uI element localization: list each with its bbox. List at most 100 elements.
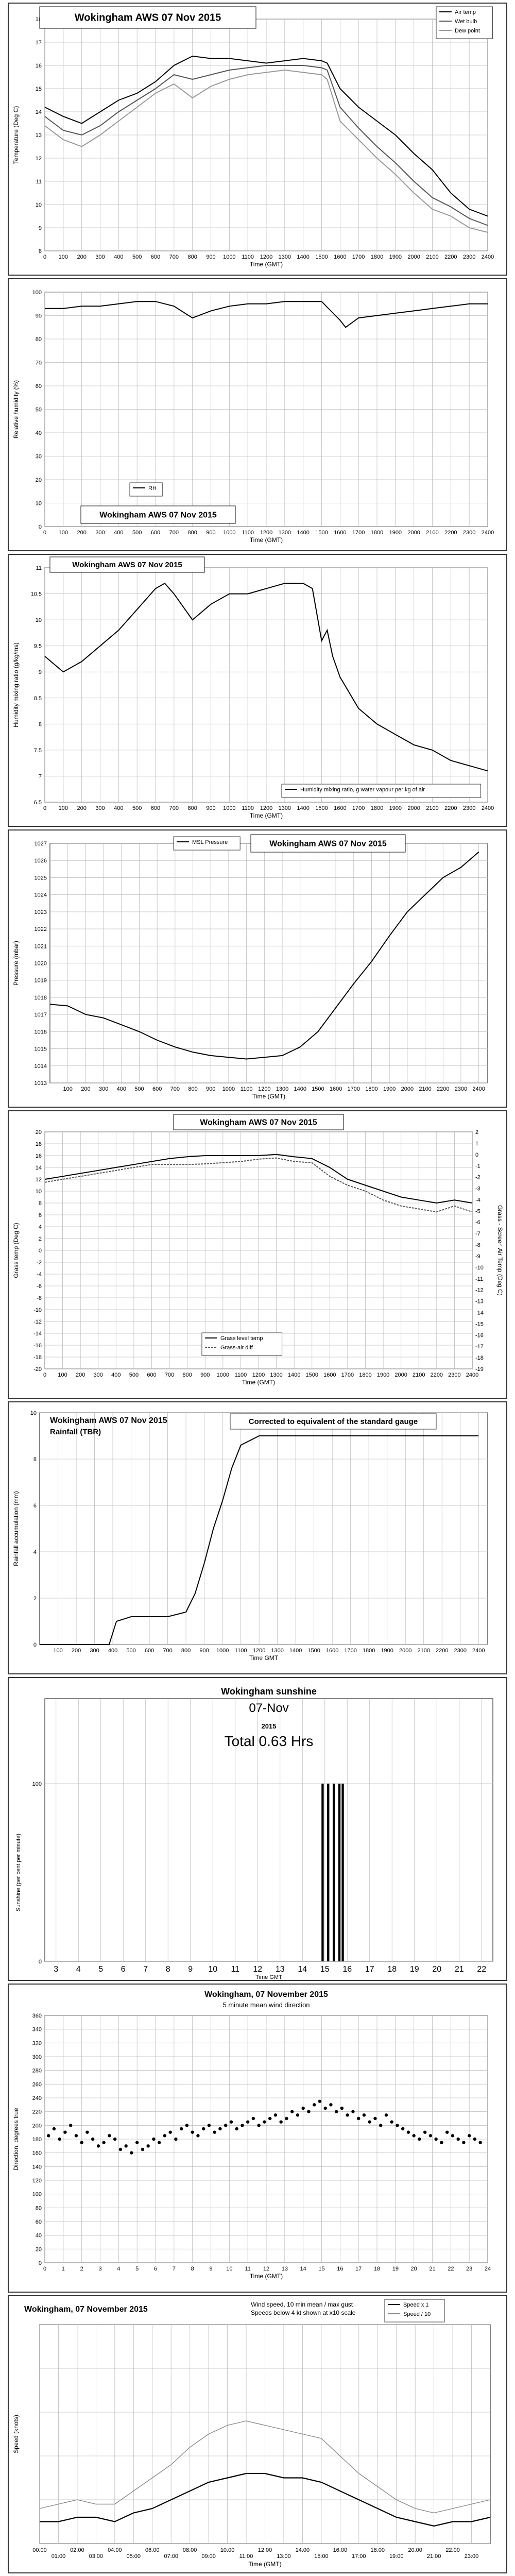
y-tick-label: 9 [39,669,42,675]
direction-point [257,2124,261,2127]
x-axis-label: Time (GMT) [248,2561,281,2568]
y-tick-label: 9 [39,225,42,231]
y-tick-label: -18 [33,1354,42,1361]
x-tick-label: 16 [337,2266,343,2272]
y-axis-label: Relative humidity (%) [12,380,20,438]
y-tick-label: 7 [39,773,42,779]
mixing-ratio-chart: 6.5 7 7.5 8 8.5 9 9.5 10 10.5 11 0 100 200 300 400 500 6… [8,554,507,827]
direction-point [290,2110,294,2113]
x-tick-label: 1500 [307,1648,320,1654]
x-tick-label: 1400 [289,1648,302,1654]
x-tick-label: 1500 [315,530,328,536]
direction-point [296,2113,300,2117]
y-axis-label: Grass temp (Deg C) [12,1223,20,1278]
x-tick-label: 17:00 [352,2553,366,2560]
direction-point [135,2141,139,2144]
x-tick-label: 0 [43,805,46,811]
x-tick-label: 1300 [276,1086,288,1092]
y-tick-label: 1020 [35,961,47,967]
x-tick-label: 1400 [297,254,309,260]
x-tick-label: 100 [58,1372,67,1378]
y-tick-label: 0 [39,1248,42,1254]
direction-point [434,2137,438,2141]
x-tick-label: 1200 [260,254,272,260]
x-tick-label: 2000 [401,1086,414,1092]
direction-point [340,2106,344,2110]
x-tick-label: 21:00 [427,2553,441,2560]
y-tick-label: 1024 [35,892,47,899]
y-right-tick-label: -18 [475,1355,484,1361]
x-tick-label: 700 [163,1648,172,1654]
x-tick-label: 200 [77,530,86,536]
x-tick-label: 1300 [279,254,291,260]
direction-point [80,2141,83,2144]
y-right-tick-label: -4 [475,1197,480,1203]
y-tick-label: 12 [36,1177,42,1183]
x-tick-label: 1900 [383,1086,396,1092]
y-tick-label: 120 [32,2178,42,2184]
y-tick-label: 1027 [35,841,47,847]
x-tick-label: 700 [165,1372,174,1378]
x-tick-label: 200 [76,1372,85,1378]
direction-point [373,2116,377,2121]
direction-point [467,2134,471,2138]
x-tick-label: 16:00 [333,2547,348,2553]
x-tick-label: 4 [76,1965,81,1974]
y-tick-label: 1018 [35,995,47,1001]
x-tick-label: 2300 [448,1372,460,1378]
direction-point [63,2130,67,2134]
pressure-chart: 1013 1014 1015 1016 1017 1018 1019 1020 1021 1022… [8,829,507,1108]
x-tick-label: 6 [121,1965,126,1974]
y-tick-label: 1021 [35,943,47,950]
direction-point [473,2137,477,2141]
y-tick-label: -10 [33,1307,42,1313]
direction-point [356,2116,360,2121]
y-tick-label: 1014 [35,1063,47,1070]
y-tick-label: 100 [32,290,42,296]
y-tick-label: -14 [33,1331,42,1337]
x-tick-label: 2400 [482,805,494,811]
y-tick-label: 8 [39,1200,42,1207]
legend-box [201,1332,283,1356]
x-axis-label: Time (GMT) [242,1379,275,1386]
direction-point [318,2099,322,2103]
x-tick-label: 3 [54,1965,58,1974]
x-tick-label: 2200 [431,1372,443,1378]
x-tick-label: 2300 [463,805,475,811]
chart-title-box [173,1114,344,1130]
direction-point [451,2134,455,2138]
direction-point [85,2130,89,2134]
x-tick-label: 1000 [223,530,235,536]
direction-point [323,2106,327,2110]
y-tick-label: -12 [33,1319,42,1325]
x-tick-label: 2000 [394,1372,407,1378]
x-tick-label: 900 [206,805,215,811]
x-tick-label: 0 [43,530,46,536]
x-tick-label: 11:00 [239,2553,253,2560]
y-tick-label: 10 [30,1410,37,1416]
x-tick-label: 1100 [242,530,254,536]
x-tick-label: 1600 [326,1648,338,1654]
rainfall-chart: 0 2 4 6 8 10 100 200 300 400 500 600 700 800 900 1000 11… [8,1401,507,1674]
x-tick-label: 2 [80,2266,83,2272]
x-axis-label: Time (GMT) [250,2273,283,2280]
x-tick-label: 400 [111,1372,121,1378]
x-tick-label: 1500 [315,805,328,811]
x-tick-label: 800 [182,1372,192,1378]
x-tick-label: 600 [147,1372,156,1378]
direction-point [285,2116,288,2121]
y-tick-label: 16 [36,1153,42,1159]
direction-point [329,2103,333,2107]
x-tick-label: 1100 [241,1086,253,1092]
x-tick-label: 600 [145,1648,154,1654]
x-tick-label: 1200 [252,1372,265,1378]
x-tick-label: 2000 [407,254,420,260]
x-tick-label: 24 [485,2266,491,2272]
legend-label: Humidity mixing ratio, g water vapour pe… [300,787,425,793]
x-tick-label: 2400 [482,530,494,536]
x-tick-label: 1500 [315,254,328,260]
x-tick-label: 1800 [371,254,383,260]
x-tick-label: 700 [169,805,179,811]
y-right-tick-label: -19 [475,1366,484,1372]
direction-point [124,2144,128,2148]
